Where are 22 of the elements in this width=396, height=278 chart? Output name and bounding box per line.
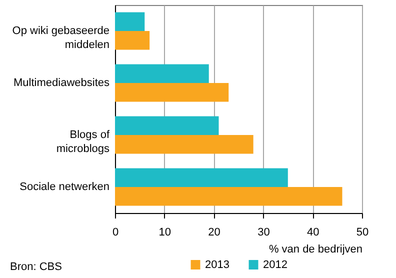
y-tick-label: Multimediawebsites (14, 77, 110, 89)
bar (115, 83, 229, 102)
x-tick-label: 50 (356, 226, 369, 238)
bar (115, 64, 209, 83)
x-tick-label: 20 (208, 226, 220, 238)
x-tick-label: 30 (258, 226, 270, 238)
legend-label: 2012 (263, 258, 288, 271)
x-tick-label: 0 (112, 226, 119, 238)
x-tick-label: 40 (306, 226, 320, 238)
legend-label: 2013 (205, 258, 230, 271)
bar (115, 116, 219, 135)
bar (115, 187, 342, 206)
x-tick-label: 10 (158, 226, 172, 238)
bar (115, 31, 150, 50)
y-tick-label: Blogs of microblogs (56, 129, 110, 155)
bar (115, 168, 288, 187)
y-tick-label: Sociale netwerken (20, 181, 110, 193)
text: Bron: CBS (10, 261, 62, 273)
bar (115, 12, 145, 31)
bar (115, 135, 254, 154)
y-tick-label: Op wiki gebaseerde middelen (12, 25, 110, 51)
x-axis-title: % van de bedrijven (268, 244, 362, 256)
